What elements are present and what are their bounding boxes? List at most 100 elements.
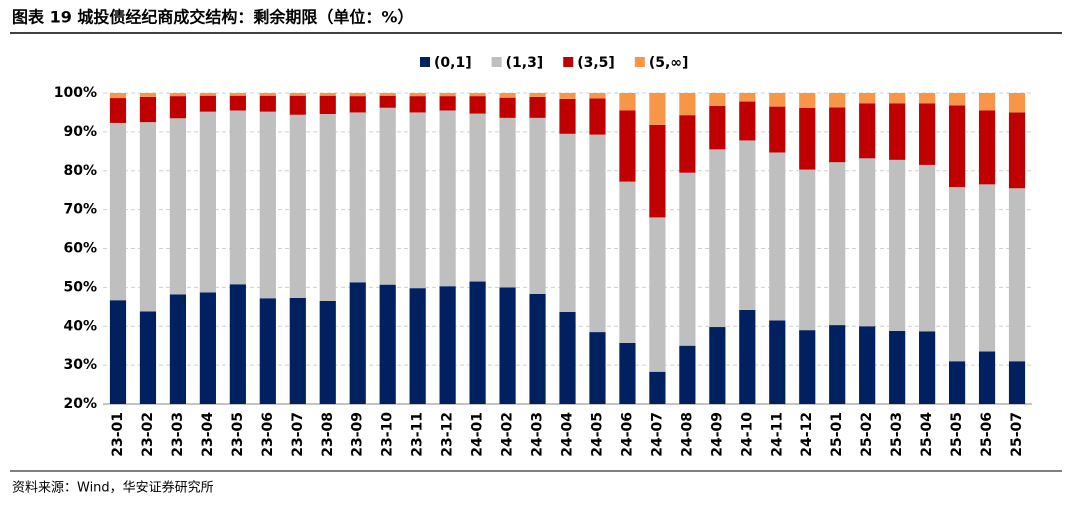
bar-segment <box>409 288 426 404</box>
bar-segment <box>229 93 246 96</box>
bar-segment <box>529 96 546 118</box>
bar-segment <box>349 93 366 97</box>
legend-label: (0,1] <box>434 55 472 71</box>
bar-segment <box>289 297 306 404</box>
x-tick-label: 23-06 <box>260 412 276 457</box>
bar-segment <box>109 98 127 123</box>
x-tick-label: 23-10 <box>380 412 396 457</box>
bar-segment <box>859 326 876 404</box>
bar-segment <box>199 95 216 112</box>
bar-segment <box>199 292 216 404</box>
x-tick-label: 24-10 <box>739 412 755 457</box>
x-tick-label: 24-03 <box>530 412 546 457</box>
bar-segment <box>109 122 127 301</box>
bar-segment <box>349 282 366 404</box>
bar-segment <box>1008 361 1026 404</box>
x-tick-label: 24-06 <box>619 412 635 457</box>
bar-segment <box>259 93 276 96</box>
bar-segment <box>259 111 276 299</box>
bar-segment <box>978 110 996 185</box>
bar-segment <box>649 93 666 125</box>
bar-segment <box>679 345 696 404</box>
bar-segment <box>829 107 846 163</box>
bar-segment <box>948 187 966 362</box>
bar-segment <box>499 287 516 404</box>
bar-segment <box>169 93 187 97</box>
x-tick-label: 25-03 <box>889 412 905 457</box>
x-tick-label: 23-09 <box>350 412 366 457</box>
bar-segment <box>589 332 606 404</box>
bar-segment <box>349 112 366 283</box>
bar-segment <box>799 330 816 404</box>
x-tick-label: 25-06 <box>979 412 995 457</box>
legend-swatch <box>563 57 574 67</box>
x-tick-label: 24-12 <box>799 412 815 457</box>
bar-segment <box>529 293 546 404</box>
bar-segment <box>889 93 906 104</box>
bar-segment <box>619 181 636 343</box>
bar-segment <box>439 286 456 404</box>
bar-segment <box>1008 112 1026 189</box>
bar-segment <box>319 300 336 404</box>
x-tick-label: 23-02 <box>140 412 156 457</box>
bar-segment <box>829 325 846 404</box>
bar-segment <box>499 97 516 118</box>
bar-segment <box>769 152 786 321</box>
bar-segment <box>679 93 696 116</box>
bar-segment <box>469 113 486 282</box>
bar-segment <box>589 98 606 135</box>
bar-segment <box>499 117 516 288</box>
bar-segment <box>469 281 486 404</box>
x-tick-label: 24-05 <box>589 412 605 457</box>
bar-segment <box>379 284 396 404</box>
y-tick-label: 90% <box>63 124 97 140</box>
bar-segment <box>289 93 306 96</box>
bar-segment <box>589 134 606 333</box>
x-tick-label: 24-02 <box>500 412 516 457</box>
bar-segment <box>859 93 876 104</box>
source: 资料来源：Wind，华安证券研究所 <box>12 480 214 496</box>
x-tick-label: 24-07 <box>649 412 665 457</box>
x-tick-label: 23-03 <box>170 412 186 457</box>
bar-segment <box>769 93 786 107</box>
bar-segment <box>559 93 576 99</box>
bar-segment <box>379 95 396 108</box>
bar-segment <box>769 320 786 404</box>
bar-segment <box>919 93 936 104</box>
bar-segment <box>289 95 306 115</box>
y-tick-label: 40% <box>63 318 97 334</box>
x-tick-label: 24-09 <box>709 412 725 457</box>
bar-segment <box>859 103 876 159</box>
bar-segment <box>978 184 996 352</box>
legend-label: (1,3] <box>506 55 544 71</box>
bar-segment <box>889 330 906 404</box>
bar-segment <box>619 93 636 111</box>
x-tick-label: 25-02 <box>859 412 875 457</box>
bar-segment <box>739 309 756 404</box>
x-tick-label: 23-04 <box>200 412 216 457</box>
bar-segment <box>379 93 396 96</box>
y-tick-label: 70% <box>63 202 97 218</box>
bar-segment <box>829 162 846 326</box>
bar-segment <box>259 95 276 112</box>
x-tick-label: 23-07 <box>290 412 306 457</box>
bar-segment <box>229 284 246 404</box>
bar-segment <box>649 124 666 218</box>
bar-segment <box>529 117 546 294</box>
bar-segment <box>679 172 696 346</box>
bar-segment <box>229 110 246 285</box>
x-tick-label: 25-01 <box>829 412 845 457</box>
y-tick-label: 20% <box>63 396 97 412</box>
bar-segment <box>739 140 756 310</box>
bar-segment <box>919 164 936 332</box>
bar-segment <box>349 96 366 113</box>
bar-segment <box>139 93 157 97</box>
x-tick-label: 23-05 <box>230 412 246 457</box>
bar-segment <box>259 298 276 404</box>
bar-segment <box>889 103 906 160</box>
bar-segment <box>559 133 576 312</box>
x-tick-label: 23-11 <box>410 412 426 457</box>
bar-segment <box>619 110 636 182</box>
bar-segment <box>379 107 396 285</box>
bar-segment <box>739 93 756 102</box>
